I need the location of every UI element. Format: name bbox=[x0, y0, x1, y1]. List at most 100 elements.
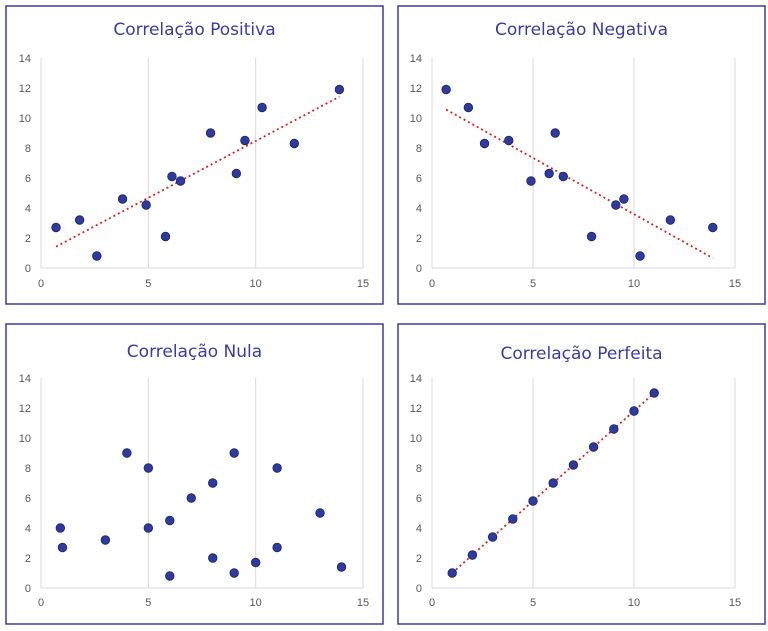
data-point bbox=[629, 406, 639, 416]
data-point bbox=[548, 478, 558, 488]
data-point bbox=[544, 168, 554, 179]
data-point bbox=[51, 222, 61, 233]
y-tick-label: 6 bbox=[25, 493, 31, 505]
y-tick-label: 12 bbox=[19, 403, 31, 415]
y-tick-label: 0 bbox=[25, 583, 31, 595]
y-tick-label: 10 bbox=[19, 433, 31, 445]
chart-svg: Correlação Nula 0 5 10 15 0 2 4 6 8 10 12 14 bbox=[5, 323, 384, 625]
x-tick-label: 15 bbox=[357, 597, 369, 609]
data-point bbox=[635, 251, 645, 261]
chart-svg: Correlação Perfeita 0 5 10 15 0 2 4 6 8 10 12 14 bbox=[397, 323, 766, 625]
chart-perfect-correlation: Correlação Perfeita 0 5 10 15 0 2 4 6 8 10 12 14 bbox=[392, 318, 768, 631]
data-point bbox=[447, 568, 457, 578]
chart-null-correlation: Correlação Nula 0 5 10 15 0 2 4 6 8 10 12 14 bbox=[0, 318, 384, 631]
data-point bbox=[160, 231, 171, 242]
data-point bbox=[708, 222, 718, 233]
y-tick-label: 14 bbox=[19, 373, 31, 385]
x-tick-label: 5 bbox=[530, 597, 536, 609]
data-point bbox=[100, 535, 111, 545]
chart-frame bbox=[397, 323, 766, 625]
x-tick-label: 0 bbox=[38, 597, 44, 609]
y-tick-label: 14 bbox=[410, 373, 422, 385]
data-point bbox=[175, 176, 186, 186]
y-tick-label: 10 bbox=[19, 113, 31, 125]
y-tick-label: 10 bbox=[410, 113, 422, 125]
data-point bbox=[231, 168, 242, 179]
data-point bbox=[586, 231, 597, 242]
chart-title: Correlação Perfeita bbox=[500, 344, 662, 364]
y-tick-label: 8 bbox=[416, 143, 422, 155]
data-point bbox=[619, 194, 629, 204]
data-point bbox=[508, 514, 518, 524]
chart-frame bbox=[5, 5, 384, 305]
x-tick-label: 5 bbox=[530, 278, 536, 290]
data-point bbox=[272, 463, 282, 473]
y-tick-label: 4 bbox=[416, 523, 422, 535]
data-point bbox=[609, 424, 619, 434]
chart-frame bbox=[5, 323, 384, 625]
chart-title: Correlação Positiva bbox=[113, 20, 275, 40]
data-point bbox=[55, 523, 66, 533]
chart-negative-correlation: Correlação Negativa 0 5 10 15 0 2 4 6 8 10 12 14 bbox=[392, 0, 768, 316]
data-point bbox=[229, 568, 239, 578]
y-tick-label: 10 bbox=[410, 433, 422, 445]
y-tick-label: 2 bbox=[416, 233, 422, 245]
data-point bbox=[117, 194, 128, 204]
data-point bbox=[289, 138, 300, 149]
chart-frame bbox=[397, 5, 766, 305]
data-point bbox=[315, 508, 325, 518]
chart-title: Correlação Negativa bbox=[495, 20, 668, 40]
y-tick-label: 12 bbox=[19, 83, 31, 95]
data-point bbox=[208, 478, 218, 488]
data-point bbox=[479, 138, 490, 149]
data-point bbox=[649, 388, 659, 398]
data-point bbox=[526, 176, 536, 186]
data-point bbox=[487, 532, 498, 542]
data-point bbox=[257, 102, 267, 113]
y-tick-label: 0 bbox=[416, 263, 422, 275]
x-tick-label: 5 bbox=[145, 597, 151, 609]
x-tick-label: 0 bbox=[429, 597, 435, 609]
y-tick-label: 4 bbox=[416, 203, 422, 215]
x-tick-label: 15 bbox=[729, 278, 741, 290]
y-tick-label: 14 bbox=[410, 53, 422, 65]
x-tick-label: 10 bbox=[250, 597, 262, 609]
data-point bbox=[463, 102, 474, 113]
y-tick-label: 2 bbox=[25, 233, 31, 245]
data-point bbox=[167, 171, 177, 182]
x-tick-label: 15 bbox=[729, 597, 741, 609]
chart-positive-correlation: Correlação Positiva 0 5 10 15 0 2 4 6 8 10 12 14 bbox=[0, 0, 384, 316]
data-point bbox=[467, 550, 478, 560]
chart-title: Correlação Nula bbox=[127, 342, 262, 362]
data-point bbox=[165, 515, 175, 526]
data-point bbox=[588, 442, 599, 452]
data-point bbox=[334, 84, 345, 95]
y-tick-label: 8 bbox=[416, 463, 422, 475]
data-point bbox=[611, 200, 621, 210]
y-tick-label: 4 bbox=[25, 203, 31, 215]
data-point bbox=[57, 542, 68, 553]
chart-svg: Correlação Negativa 0 5 10 15 0 2 4 6 8 10 12 14 bbox=[397, 5, 766, 305]
x-tick-label: 10 bbox=[628, 597, 640, 609]
data-point bbox=[208, 553, 218, 563]
data-point bbox=[165, 571, 175, 581]
y-tick-label: 0 bbox=[416, 583, 422, 595]
data-point bbox=[336, 562, 347, 572]
y-tick-label: 0 bbox=[25, 263, 31, 275]
data-point bbox=[122, 448, 132, 458]
y-tick-label: 8 bbox=[25, 463, 31, 475]
y-tick-label: 6 bbox=[416, 493, 422, 505]
y-tick-label: 12 bbox=[410, 83, 422, 95]
data-point bbox=[143, 523, 154, 533]
data-point bbox=[568, 460, 579, 470]
data-point bbox=[665, 215, 676, 225]
x-tick-label: 10 bbox=[250, 278, 262, 290]
x-tick-label: 10 bbox=[628, 278, 640, 290]
y-tick-label: 14 bbox=[19, 53, 31, 65]
y-tick-label: 6 bbox=[25, 173, 31, 185]
data-point bbox=[141, 200, 151, 210]
data-point bbox=[240, 135, 250, 146]
data-point bbox=[504, 135, 514, 146]
trendline bbox=[55, 95, 340, 248]
data-point bbox=[92, 251, 102, 261]
